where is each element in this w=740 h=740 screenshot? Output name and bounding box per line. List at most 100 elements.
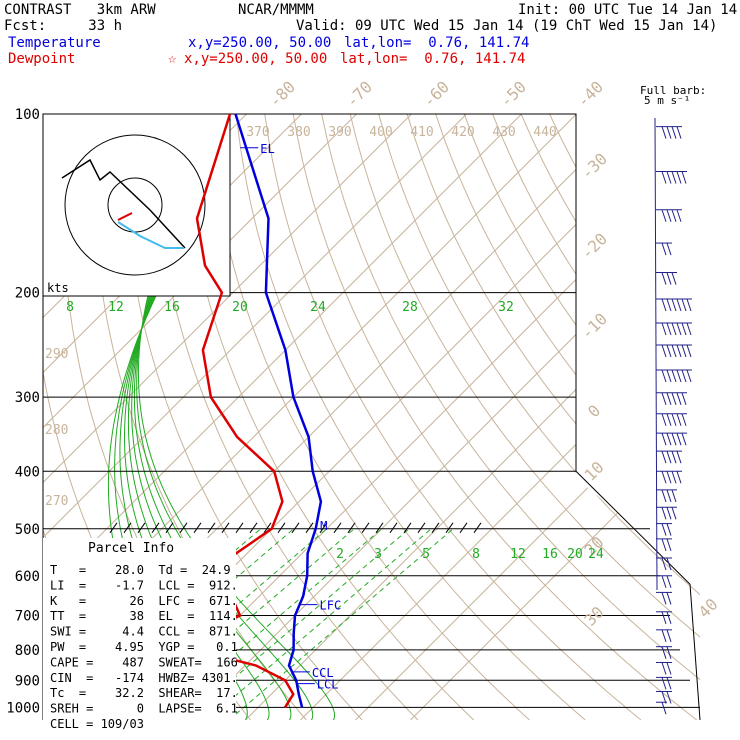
wind-barb-flag <box>661 322 667 336</box>
mixing-ratio-label: 16 <box>542 547 558 562</box>
wind-barb-flag <box>661 171 667 184</box>
pressure-tick-label: 400 <box>15 464 40 480</box>
dry-adiabat-line <box>492 114 700 720</box>
wind-barb-flag <box>676 126 682 139</box>
wind-barb-flag <box>676 298 682 312</box>
wind-barb-flag <box>661 662 667 675</box>
wind-barb-flag <box>671 413 677 426</box>
wind-barb <box>656 523 672 536</box>
wind-barb-flag <box>661 298 667 312</box>
wind-barb-flag <box>671 369 677 383</box>
pressure-tick-label: 900 <box>15 673 40 689</box>
hatch-mark <box>207 522 216 534</box>
hatch-mark <box>361 522 370 534</box>
dewpoint-legend: Dewpoint <box>8 51 76 67</box>
center-label: NCAR/MMMM <box>238 2 314 18</box>
theta-label: 420 <box>451 125 474 140</box>
isotherm-line <box>43 114 357 720</box>
dry-adiabat-line <box>292 114 698 720</box>
wind-barb-flag <box>661 344 667 358</box>
hatch-mark <box>165 522 174 534</box>
wind-barb-flag <box>666 471 672 484</box>
wind-barb-flag <box>666 369 672 383</box>
theta-label: 380 <box>287 125 310 140</box>
kts-label: kts <box>47 281 69 295</box>
wind-barb-flag <box>671 322 677 336</box>
hatch-mark <box>347 522 356 534</box>
dry-adiabat-line <box>321 114 700 720</box>
isotherm-line <box>245 114 700 720</box>
annotation-label: M <box>320 519 327 533</box>
wind-barb <box>656 489 677 503</box>
dry-adiabat-line <box>463 114 700 720</box>
wind-barb-flag <box>676 392 682 405</box>
wind-barb-flag <box>661 272 667 285</box>
isotherm-line <box>410 114 700 720</box>
wind-barb <box>656 392 687 405</box>
moist-adiabat-label: 16 <box>164 300 180 315</box>
wind-barb-flag <box>666 557 672 571</box>
wind-barb-flag <box>661 507 667 520</box>
parcel-info-row: LI = -1.7 LCL = 912. <box>50 578 238 592</box>
dry-adiabat-line <box>406 114 700 720</box>
wind-barb <box>656 344 692 358</box>
isotherm-label: -40 <box>573 77 607 111</box>
dry-adiabat-line <box>235 114 586 720</box>
mixing-ratio-label: 24 <box>588 547 604 562</box>
pressure-tick-label: 1000 <box>6 700 40 716</box>
wind-barb-flag <box>671 126 677 139</box>
mixing-ratio-line <box>206 528 432 720</box>
wind-barb-flag <box>671 489 677 503</box>
mixing-ratio-line <box>228 528 454 720</box>
dewpoint-latlon: lat,lon= 0.76, 141.74 <box>340 51 526 67</box>
wind-barb-flag <box>686 344 692 358</box>
wind-barb-flag <box>666 611 672 624</box>
moist-adiabat-label: 8 <box>66 300 74 315</box>
dry-adiabat-line <box>207 114 530 720</box>
wind-barb-flag <box>661 471 667 484</box>
isotherm-line <box>43 114 467 720</box>
wind-barb-flag <box>666 691 672 704</box>
hatch-mark <box>459 522 468 534</box>
wind-barb-flag <box>661 677 667 690</box>
isotherm-label: -80 <box>265 77 299 111</box>
temperature-legend: Temperature <box>8 35 101 51</box>
hatch-mark <box>473 522 482 534</box>
parcel-info-row: K = 26 LFC = 671. <box>50 594 238 608</box>
wind-barb-flag <box>661 126 667 139</box>
hatch-mark <box>389 522 398 534</box>
wind-barb <box>656 557 672 571</box>
wind-barb-flag <box>666 298 672 312</box>
hatch-mark <box>109 522 118 534</box>
parcel-info-row: T = 28.0 Td = 24.9 <box>50 563 231 577</box>
annotation-label: LCL <box>317 678 339 692</box>
wind-barb-flag <box>666 392 672 405</box>
hatch-mark <box>151 522 160 534</box>
wind-barb-flag <box>671 171 677 184</box>
mixing-ratio-label: 5 <box>422 547 430 562</box>
wind-barb <box>656 171 687 184</box>
isotherm-label: 40 <box>695 595 722 622</box>
isotherm-line <box>300 114 700 720</box>
parcel-info-box <box>43 538 236 720</box>
wind-barb-flag <box>681 171 687 184</box>
isotherm-label: 0 <box>584 401 604 421</box>
hatch-mark <box>333 522 342 534</box>
wind-barb-flag <box>671 432 677 446</box>
wind-barb-flag <box>676 451 682 464</box>
moist-adiabat-label: 32 <box>498 300 514 315</box>
wind-barb-flag <box>686 322 692 336</box>
parcel-info-row: Tc = 32.2 SHEAR= 17. <box>50 686 238 700</box>
wind-barb-flag <box>666 629 672 642</box>
dry-adiabat-line <box>178 114 475 720</box>
moist-adiabat-label: 28 <box>402 300 418 315</box>
wind-barb-flag <box>666 432 672 446</box>
dry-adiabat-line <box>549 114 700 720</box>
barb-title: Full barb: <box>640 84 706 97</box>
hodograph-trace <box>117 221 184 249</box>
theta-label: 410 <box>410 125 433 140</box>
wind-barb-flag <box>686 298 692 312</box>
wind-barb-flag <box>681 413 687 426</box>
hatch-mark <box>249 522 258 534</box>
wind-barb-flag <box>681 392 687 405</box>
